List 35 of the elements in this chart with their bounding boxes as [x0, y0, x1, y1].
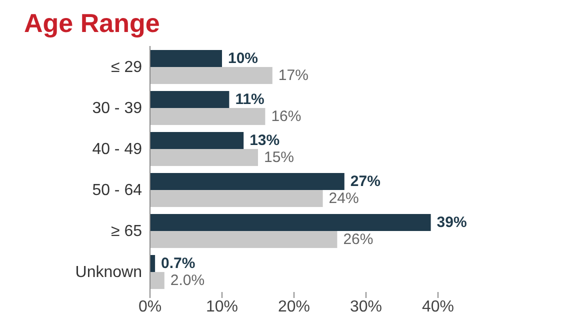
- data-label: 13%: [250, 132, 280, 149]
- y-tick-label: ≤ 29: [110, 59, 142, 76]
- chart-title: Age Range: [24, 8, 160, 39]
- data-label: 27%: [350, 173, 380, 190]
- data-label: 39%: [436, 214, 467, 231]
- bar: [150, 91, 230, 108]
- y-tick-label: 30 - 39: [92, 100, 142, 118]
- x-tick-label: 10%: [206, 298, 238, 316]
- y-tick-label: 50 - 64: [92, 182, 142, 200]
- bar: [150, 214, 431, 231]
- data-label: 10%: [228, 50, 258, 67]
- x-tick-label: 40%: [422, 298, 454, 316]
- x-tick-label: 30%: [350, 298, 382, 316]
- data-label: 11%: [235, 91, 264, 108]
- data-label: 15%: [264, 149, 294, 166]
- data-label: 17%: [278, 67, 308, 84]
- bar: [150, 50, 222, 67]
- bar: [150, 231, 338, 248]
- data-label: 24%: [328, 190, 359, 207]
- data-label: 0.7%: [161, 255, 196, 272]
- y-tick-label: 40 - 49: [92, 141, 142, 158]
- bar: [150, 149, 258, 166]
- data-label: 16%: [271, 108, 302, 125]
- bar: [150, 173, 344, 190]
- bar: [150, 190, 323, 207]
- y-tick-label: ≥ 65: [110, 223, 142, 240]
- y-tick-label: Unknown: [75, 264, 142, 282]
- bar: [150, 67, 272, 84]
- x-tick-label: 0%: [138, 298, 162, 316]
- bar: [150, 272, 164, 289]
- bar: [150, 108, 266, 125]
- bar: [150, 132, 244, 149]
- x-tick-label: 20%: [278, 298, 310, 316]
- data-label: 2.0%: [170, 272, 205, 289]
- data-label: 26%: [343, 231, 374, 248]
